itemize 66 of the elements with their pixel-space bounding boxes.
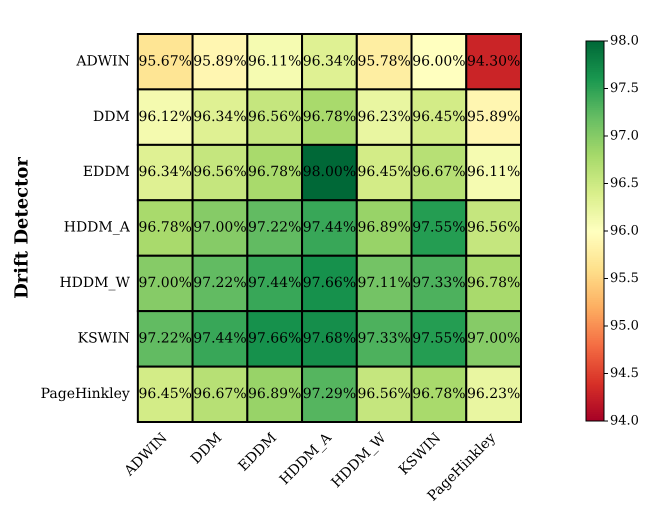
data-label: 97.00% [466,330,520,347]
color-bar-label: 98.0 [610,33,639,48]
data-label: 96.23% [466,386,520,402]
data-label: 97.33% [412,275,466,292]
data-label: 96.12% [138,108,192,125]
data-label: 97.00% [193,220,247,236]
data-label: 94.30% [466,53,520,70]
data-label: 95.67% [138,53,192,70]
y-tick-label: HDDM_W [59,275,130,292]
data-label: 96.34% [302,53,356,70]
data-label: 97.55% [412,330,466,347]
data-label: 96.67% [412,164,466,180]
data-label: 95.89% [466,108,520,125]
y-tick-label: ADWIN [75,53,130,70]
data-label: 96.78% [466,275,520,292]
color-bar-label: 97.5 [610,80,639,96]
data-label: 97.66% [302,275,356,292]
data-label: 96.45% [357,164,411,180]
data-label: 96.45% [138,386,192,402]
data-label: 96.78% [138,220,192,236]
data-label: 96.34% [193,108,247,125]
color-bar-label: 94.0 [610,413,639,428]
data-label: 97.22% [138,330,192,347]
color-bar-label: 96.5 [610,176,639,191]
data-label: 97.66% [248,330,302,347]
color-bar-label: 94.5 [610,366,639,381]
data-label: 96.11% [466,164,520,180]
data-label: 96.67% [193,386,247,402]
data-label: 95.78% [357,53,411,70]
color-bar-label: 95.5 [610,270,639,286]
data-label: 97.33% [357,330,411,347]
data-label: 97.22% [193,275,247,292]
data-label: 98.00% [302,164,356,180]
y-axis-title: Drift Detector [11,156,32,299]
data-label: 96.11% [248,53,302,70]
y-tick-label: PageHinkley [40,386,130,402]
y-tick-label: KSWIN [78,330,130,347]
data-label: 96.78% [302,108,356,125]
data-label: 97.55% [412,220,466,236]
color-bar-label: 95.0 [610,318,639,334]
data-label: 97.11% [357,275,411,292]
data-label: 96.45% [412,108,466,125]
data-label: 97.00% [138,275,192,292]
color-bar-label: 97.0 [610,128,639,144]
color-bar-label: 96.0 [610,223,639,238]
y-tick-label: EDDM [82,164,130,180]
data-label: 97.29% [302,386,356,402]
data-label: 97.44% [302,220,356,236]
data-label: 96.89% [357,220,411,236]
y-tick-label: DDM [93,108,130,125]
data-label: 96.89% [248,386,302,402]
data-label: 97.68% [302,330,356,347]
data-label: 97.22% [248,220,302,236]
data-label: 96.56% [466,220,520,236]
data-label: 96.56% [248,108,302,125]
data-label: 95.89% [193,53,247,70]
data-label: 96.34% [138,164,192,180]
data-label: 96.56% [193,164,247,180]
y-tick-label: HDDM_A [64,220,131,236]
data-label: 97.44% [193,330,247,347]
data-label: 97.44% [248,275,302,292]
data-label: 96.00% [412,53,466,70]
data-label: 96.78% [412,386,466,402]
data-label: 96.56% [357,386,411,402]
data-label: 96.78% [248,164,302,180]
data-label: 96.23% [357,108,411,125]
